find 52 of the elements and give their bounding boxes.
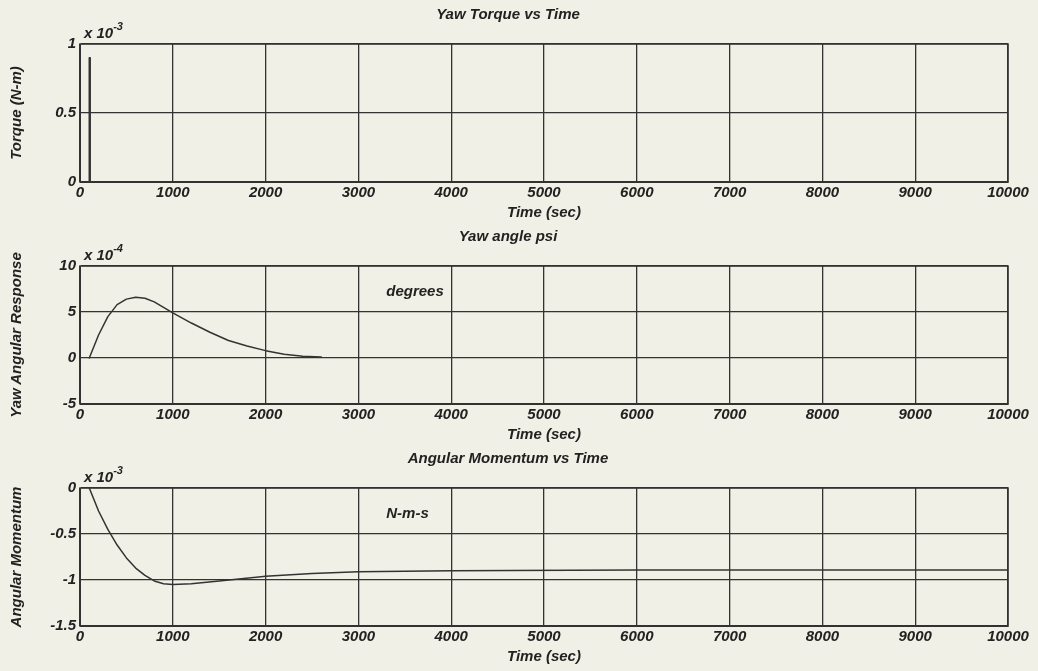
y-tick-label: 0 [67,478,77,496]
x-tick-label: 6000 [620,405,655,423]
x-tick-label: 8000 [805,627,840,645]
x-tick-label: 5000 [527,627,562,645]
x-tick-label: 2000 [247,627,283,645]
x-tick-label: 3000 [341,627,376,645]
x-tick-label: 4000 [433,627,469,645]
x-tick-label: 7000 [712,183,747,201]
x-tick-label: 3000 [341,183,376,201]
y-tick-label: 1 [67,34,76,52]
x-tick-label: 6000 [620,183,655,201]
x-tick-label: 5000 [527,405,562,423]
x-axis-title: Time (sec) [507,647,581,665]
y-axis-title: Yaw Angular Response [7,252,25,418]
x-tick-label: 10000 [987,183,1030,201]
x-axis-title: Time (sec) [507,425,581,443]
x-tick-label: 2000 [247,405,283,423]
annotation: N-m-s [386,504,429,522]
x-tick-label: 9000 [898,405,933,423]
x-tick-label: 1000 [156,405,191,423]
y-tick-label: -0.5 [50,524,77,542]
y-tick-label: 0 [67,172,77,190]
x-tick-label: 7000 [712,627,747,645]
x-tick-label: 4000 [433,183,469,201]
x-tick-label: 9000 [898,627,933,645]
x-tick-label: 1000 [156,183,191,201]
y-tick-label: -1.5 [50,616,77,634]
x-tick-label: 6000 [620,627,655,645]
y-tick-label: -1 [62,570,76,588]
y-axis-title: Angular Momentum [7,486,25,629]
y-tick-label: 0 [67,348,77,366]
x-tick-label: 4000 [433,405,469,423]
x-tick-label: 7000 [712,405,747,423]
x-tick-label: 5000 [527,183,562,201]
y-tick-label: 0.5 [55,103,77,121]
x-tick-label: 8000 [805,183,840,201]
y-tick-label: -5 [62,394,77,412]
x-tick-label: 9000 [898,183,933,201]
annotation: degrees [386,282,444,300]
x-axis-title: Time (sec) [507,203,581,221]
chart-title: Yaw Torque vs Time [436,5,580,23]
x-tick-label: 8000 [805,405,840,423]
x-tick-label: 10000 [987,405,1030,423]
x-tick-label: 3000 [341,405,376,423]
y-tick-label: 10 [59,256,77,274]
chart-title: Angular Momentum vs Time [406,449,609,467]
chart-title: Yaw angle psi [458,227,559,245]
x-tick-label: 10000 [987,627,1030,645]
y-axis-title: Torque (N-m) [7,66,25,160]
x-tick-label: 1000 [156,627,191,645]
x-tick-label: 2000 [247,183,283,201]
y-tick-label: 5 [67,302,77,320]
